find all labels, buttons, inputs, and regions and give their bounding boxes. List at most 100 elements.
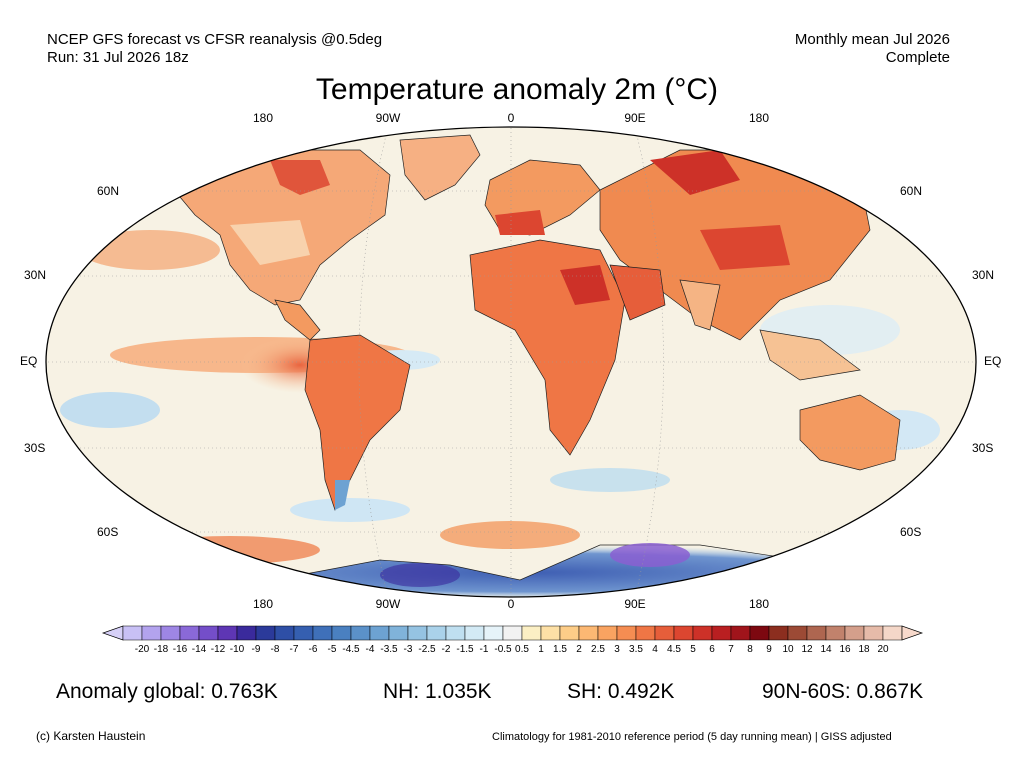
colorbar-tick-label: 1.5: [553, 644, 567, 655]
map-title: Temperature anomaly 2m (°C): [315, 73, 719, 106]
colorbar-swatch: [331, 625, 352, 641]
copyright: (c) Karsten Haustein: [36, 729, 146, 743]
colorbar-swatch: [825, 625, 846, 641]
colorbar-swatch: [198, 625, 219, 641]
colorbar-tick-label: -20: [134, 644, 150, 655]
colorbar-tick-label: -12: [210, 644, 226, 655]
lat-label-right-60s: 60S: [900, 525, 922, 539]
colorbar-tick-label: -4.5: [342, 644, 360, 655]
arabia: [609, 264, 666, 321]
run-time: Run: 31 Jul 2026 18z: [47, 49, 189, 66]
colorbar-under-arrow: [101, 625, 124, 641]
colorbar-swatch: [559, 625, 580, 641]
colorbar-swatch: [521, 625, 542, 641]
colorbar-swatch: [654, 625, 675, 641]
global-anomaly: Anomaly global: 0.763K: [56, 680, 278, 703]
colorbar-tick-label: -9: [251, 644, 261, 655]
lon-label-bottom-180e: 180: [748, 597, 770, 611]
colorbar-swatch: [787, 625, 808, 641]
lon-label-top-180w: 180: [252, 111, 274, 125]
colorbar-swatch: [141, 625, 162, 641]
colorbar-tick-label: -6: [308, 644, 318, 655]
colorbar-tick-label: 16: [839, 644, 851, 655]
colorbar-swatch: [160, 625, 181, 641]
colorbar-swatch: [597, 625, 618, 641]
colorbar-swatch: [540, 625, 561, 641]
map-border: [45, 126, 977, 598]
colorbar-tick-label: 3.5: [629, 644, 643, 655]
lon-label-bottom-0: 0: [507, 597, 515, 611]
colorbar-tick-label: 2: [576, 644, 582, 655]
colorbar-swatch: [293, 625, 314, 641]
usa-neutral: [230, 220, 310, 265]
sh-anomaly: SH: 0.492K: [567, 680, 675, 703]
colorbar-tick-label: 2.5: [591, 644, 605, 655]
colorbar-tick-label: 4: [652, 644, 658, 655]
colorbar-swatch: [711, 625, 732, 641]
colorbar-tick-label: 5: [690, 644, 696, 655]
colorbar-tick-label: 20: [877, 644, 889, 655]
colorbar-tick-label: -2: [441, 644, 451, 655]
colorbar-tick-label: -14: [191, 644, 207, 655]
colorbar-swatch: [692, 625, 713, 641]
north-pacific-warm: [80, 230, 220, 270]
maritime-continent: [759, 329, 861, 381]
colorbar-swatch: [274, 625, 295, 641]
colorbar-tick-label: -5: [327, 644, 337, 655]
lat-label-right-30n: 30N: [972, 268, 995, 282]
colorbar-swatch: [806, 625, 827, 641]
colorbar-swatch: [502, 625, 523, 641]
colorbar: [101, 625, 924, 641]
colorbar-tick-label: 6: [709, 644, 715, 655]
colorbar-tick-label: 0.5: [515, 644, 529, 655]
colorbar-tick-label: -16: [172, 644, 188, 655]
lat-label-left-30s: 30S: [24, 441, 46, 455]
arctic-canada-hot: [270, 160, 330, 195]
colorbar-swatch: [236, 625, 257, 641]
southern-ocean-warm: [440, 521, 580, 549]
colorbar-tick-label: 18: [858, 644, 870, 655]
colorbar-swatch: [749, 625, 770, 641]
colorbar-tick-label: -7: [289, 644, 299, 655]
colorbar-swatch: [255, 625, 276, 641]
sahara-hot: [560, 265, 610, 305]
lon-label-bottom-180w: 180: [252, 597, 274, 611]
siberia-hot: [650, 150, 740, 195]
lat-label-left-30n: 30N: [24, 268, 47, 282]
colorbar-tick-label: 14: [820, 644, 832, 655]
colorbar-swatch: [673, 625, 694, 641]
colorbar-tick-label: -10: [229, 644, 245, 655]
graticule: [46, 127, 976, 597]
colorbar-tick-label: -3.5: [380, 644, 398, 655]
colorbar-tick-label: 1: [538, 644, 544, 655]
central-asia-hot: [700, 225, 790, 270]
india: [679, 279, 721, 331]
colorbar-tick-label: -0.5: [494, 644, 512, 655]
lat-label-left-eq: EQ: [20, 354, 38, 368]
colorbar-tick-label: 7: [728, 644, 734, 655]
colorbar-tick-label: -4: [365, 644, 375, 655]
colorbar-swatch: [369, 625, 390, 641]
colorbar-swatch: [844, 625, 865, 641]
colorbar-swatch: [768, 625, 789, 641]
period-label: Monthly mean Jul 2026: [794, 31, 950, 48]
colorbar-tick-label: 12: [801, 644, 813, 655]
south-pacific-cool: [60, 392, 160, 428]
colorbar-swatch: [312, 625, 333, 641]
colorbar-tick-label: -18: [153, 644, 169, 655]
colorbar-swatch: [179, 625, 200, 641]
lon-label-top-0: 0: [507, 111, 515, 125]
colorbar-tick-label: -3: [403, 644, 413, 655]
colorbar-labels: -20 -18 -16 -14 -12 -10 -9 -8 -7 -6 -5 -4.5 -4 -3.5 -3…: [0, 644, 1024, 658]
lon-label-top-90w: 90W: [375, 111, 401, 125]
lat-label-left-60n: 60N: [97, 184, 120, 198]
lat-label-right-60n: 60N: [900, 184, 923, 198]
colorbar-tick-label: 8: [747, 644, 753, 655]
greenland: [399, 134, 481, 201]
colorbar-tick-label: 4.5: [667, 644, 681, 655]
band-anomaly: 90N-60S: 0.867K: [762, 680, 924, 703]
colorbar-swatch: [635, 625, 656, 641]
south-atlantic-cool: [290, 498, 410, 522]
colorbar-swatch: [388, 625, 409, 641]
